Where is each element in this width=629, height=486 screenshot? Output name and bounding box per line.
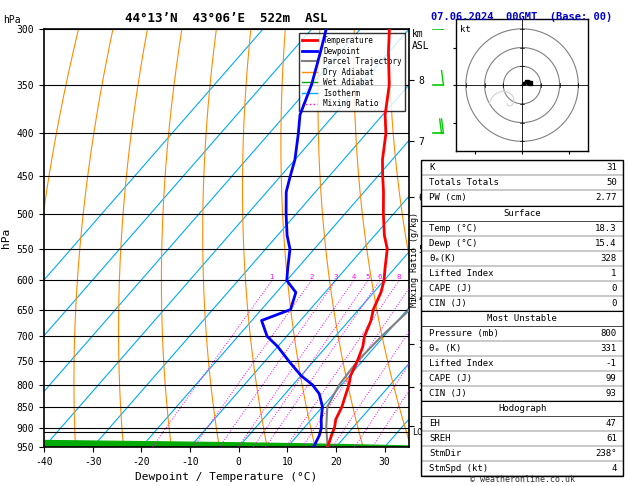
Text: SREH: SREH	[430, 434, 451, 443]
Text: StmSpd (kt): StmSpd (kt)	[430, 464, 489, 473]
Text: K: K	[430, 163, 435, 173]
Text: 25: 25	[476, 275, 485, 280]
Text: Totals Totals: Totals Totals	[430, 178, 499, 188]
Text: CAPE (J): CAPE (J)	[430, 284, 472, 293]
Text: Hodograph: Hodograph	[498, 404, 546, 413]
Text: Pressure (mb): Pressure (mb)	[430, 329, 499, 338]
Text: kt: kt	[460, 25, 471, 34]
Text: 18.3: 18.3	[595, 224, 616, 233]
Text: 1: 1	[270, 275, 274, 280]
Text: © weatheronline.co.uk: © weatheronline.co.uk	[470, 474, 574, 484]
Text: 0: 0	[611, 284, 616, 293]
Text: Lifted Index: Lifted Index	[430, 269, 494, 278]
Text: 20: 20	[460, 275, 469, 280]
Text: 61: 61	[606, 434, 616, 443]
Text: 47: 47	[606, 419, 616, 428]
Text: 4: 4	[611, 464, 616, 473]
Text: 10: 10	[410, 275, 419, 280]
Text: 31: 31	[606, 163, 616, 173]
Text: 5: 5	[365, 275, 370, 280]
FancyBboxPatch shape	[421, 160, 623, 476]
Text: LCL: LCL	[413, 428, 428, 437]
Text: 15.4: 15.4	[595, 239, 616, 247]
Text: CIN (J): CIN (J)	[430, 299, 467, 308]
Text: 328: 328	[601, 254, 616, 262]
Text: 15: 15	[438, 275, 447, 280]
Text: 50: 50	[606, 178, 616, 188]
Text: 07.06.2024  00GMT  (Base: 00): 07.06.2024 00GMT (Base: 00)	[431, 12, 613, 22]
Text: 4: 4	[352, 275, 356, 280]
Text: PW (cm): PW (cm)	[430, 193, 467, 203]
Text: 99: 99	[606, 374, 616, 383]
Text: -1: -1	[606, 359, 616, 368]
Text: StmDir: StmDir	[430, 449, 462, 458]
Text: 8: 8	[397, 275, 401, 280]
Text: 0: 0	[611, 299, 616, 308]
Text: Dewp (°C): Dewp (°C)	[430, 239, 478, 247]
Text: 6: 6	[377, 275, 382, 280]
Text: CIN (J): CIN (J)	[430, 389, 467, 398]
Text: 2.77: 2.77	[595, 193, 616, 203]
Text: 331: 331	[601, 344, 616, 353]
X-axis label: Dewpoint / Temperature (°C): Dewpoint / Temperature (°C)	[135, 472, 318, 483]
Text: Most Unstable: Most Unstable	[487, 314, 557, 323]
Text: Lifted Index: Lifted Index	[430, 359, 494, 368]
Text: θₑ(K): θₑ(K)	[430, 254, 457, 262]
Text: EH: EH	[430, 419, 440, 428]
Text: θₑ (K): θₑ (K)	[430, 344, 462, 353]
Y-axis label: hPa: hPa	[1, 228, 11, 248]
Text: 93: 93	[606, 389, 616, 398]
Legend: Temperature, Dewpoint, Parcel Trajectory, Dry Adiabat, Wet Adiabat, Isotherm, Mi: Temperature, Dewpoint, Parcel Trajectory…	[299, 33, 405, 111]
Text: 800: 800	[601, 329, 616, 338]
Text: 2: 2	[309, 275, 313, 280]
Text: 1: 1	[611, 269, 616, 278]
Text: Surface: Surface	[503, 208, 541, 218]
Text: Temp (°C): Temp (°C)	[430, 224, 478, 233]
Text: hPa: hPa	[3, 15, 21, 25]
Text: km
ASL: km ASL	[412, 29, 430, 51]
Text: 238°: 238°	[595, 449, 616, 458]
Text: 3: 3	[333, 275, 338, 280]
Text: Mixing Ratio (g/kg): Mixing Ratio (g/kg)	[410, 211, 419, 307]
Text: 44°13’N  43°06’E  522m  ASL: 44°13’N 43°06’E 522m ASL	[125, 12, 328, 25]
Text: CAPE (J): CAPE (J)	[430, 374, 472, 383]
